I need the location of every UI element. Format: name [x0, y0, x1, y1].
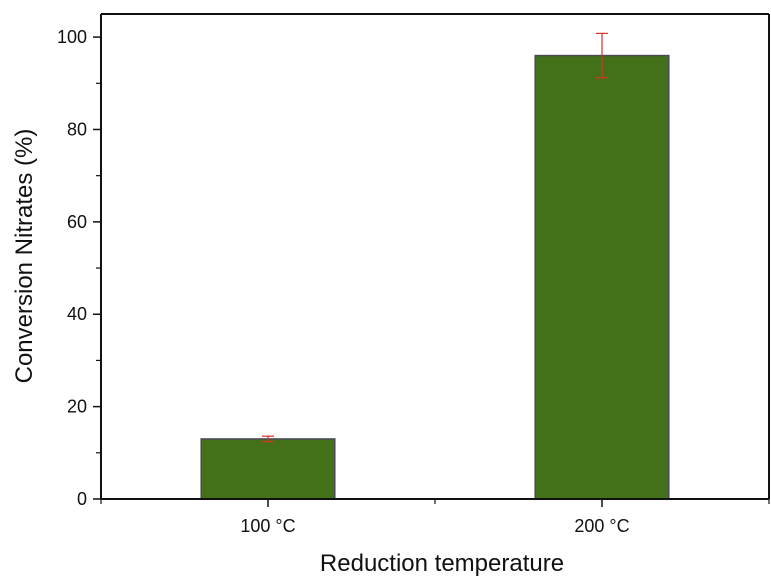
ticks-layer: 100 °C 200 °C 0 20 40 60 80 100 — [57, 27, 770, 536]
error-bars-layer — [262, 32, 608, 443]
x-tick-label: 100 °C — [240, 516, 295, 536]
x-tick-label: 200 °C — [574, 516, 629, 536]
y-tick-label: 80 — [67, 119, 87, 139]
y-tick-label: 100 — [57, 27, 87, 47]
x-axis-title: Reduction temperature — [320, 550, 564, 576]
bar — [200, 438, 336, 500]
y-tick-label: 40 — [67, 304, 87, 324]
bar — [534, 54, 670, 500]
y-tick-label: 0 — [77, 489, 87, 509]
bars-layer — [200, 54, 670, 500]
axes-layer — [100, 13, 770, 500]
y-tick-label: 60 — [67, 212, 87, 232]
y-tick-label: 20 — [67, 397, 87, 417]
y-axis-title: Conversion Nitrates (%) — [11, 129, 38, 384]
